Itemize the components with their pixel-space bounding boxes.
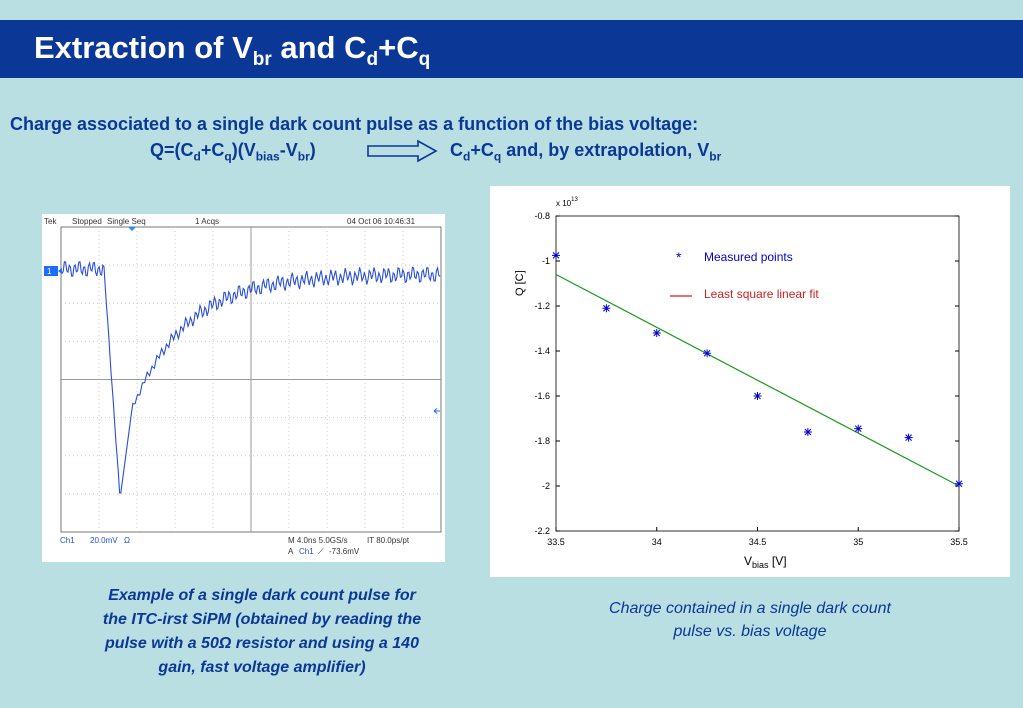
scope-trigger-slope: ⟋ — [318, 547, 324, 556]
scope-caption-line: gain, fast voltage amplifier) — [158, 659, 366, 676]
x-axis-label: Vbias [V] — [744, 554, 787, 570]
y-tick-label: -2 — [542, 481, 550, 491]
y-tick-label: -1.4 — [534, 346, 550, 356]
scope-caption-line: pulse with a 50Ω resistor and using a 14… — [105, 635, 419, 652]
oscilloscope-screenshot: Tek Stopped Single Seq 1 Acqs 04 Oct 06 … — [42, 214, 445, 562]
scope-channel: Ch1 — [60, 536, 75, 545]
y-tick-label: -1.6 — [534, 391, 550, 401]
data-point — [753, 392, 762, 400]
scope-brand: Tek — [44, 217, 57, 226]
trigger-level-icon — [433, 408, 440, 414]
chart-caption-line: pulse vs. bias voltage — [673, 623, 827, 640]
data-point — [703, 349, 712, 358]
charge-vs-bias-chart: 33.5 34 34.5 35 35.5 -0.8 -1 -1.2 -1.4 -1.6 -1.8 -2… — [490, 186, 1010, 577]
data-point — [652, 329, 661, 337]
charge-equation: Q=(Cd+Cq)(Vbias-Vbr) — [150, 140, 316, 164]
scope-ohm: Ω — [124, 536, 130, 545]
data-point — [904, 433, 913, 442]
pulse-waveform — [61, 260, 441, 494]
y-axis-label: Q [C] — [514, 270, 526, 296]
exponent-label: x 1013 — [556, 197, 578, 208]
data-point — [854, 424, 863, 433]
x-tick-label: 34.5 — [749, 537, 767, 547]
scope-grid — [61, 227, 441, 532]
scope-acqs: 1 Acqs — [195, 217, 219, 226]
y-tick-label: -1.2 — [534, 301, 550, 311]
scope-mode: Single Seq — [107, 217, 146, 226]
data-point — [955, 479, 963, 488]
implies-arrow-icon — [367, 139, 438, 163]
scope-timebase: M 4.0ns 5.0GS/s — [288, 536, 348, 545]
scope-vscale: 20.0mV — [90, 536, 118, 545]
title-bar — [0, 20, 1023, 78]
legend-fit-label: Least square linear fit — [704, 287, 819, 301]
scope-date: 04 Oct 06 10:46:31 — [347, 217, 416, 226]
data-point — [552, 251, 560, 260]
extraction-result: Cd+Cq and, by extrapolation, Vbr — [450, 140, 722, 164]
slide-title: Extraction of Vbr and Cd+Cq — [34, 30, 431, 71]
scope-caption-line: Example of a single dark count pulse for — [108, 587, 416, 604]
x-tick-label: 33.5 — [547, 537, 565, 547]
legend-points-marker: * — [676, 249, 682, 265]
scope-status: Stopped — [72, 217, 102, 226]
data-point — [803, 428, 812, 436]
channel-marker-label: 1 — [47, 267, 52, 276]
fit-line — [555, 273, 960, 487]
x-tick-label: 35.5 — [950, 537, 968, 547]
y-tick-label: -1.8 — [534, 436, 550, 446]
scope-sample: IT 80.0ps/pt — [367, 536, 410, 545]
scope-caption-line: the ITC-irst SiPM (obtained by reading t… — [102, 611, 422, 628]
chart-caption: Charge contained in a single dark count … — [560, 597, 940, 643]
data-point — [602, 304, 611, 313]
scope-trigger-level: -73.6mV — [329, 547, 360, 556]
trigger-position-icon — [128, 227, 136, 231]
legend-points-label: Measured points — [704, 250, 793, 264]
y-tick-label: -2.2 — [534, 526, 550, 536]
scope-trigger-a: A — [288, 547, 294, 556]
x-tick-label: 35 — [853, 537, 863, 547]
scope-caption: Example of a single dark count pulse for… — [62, 584, 462, 680]
scope-trigger-ch: Ch1 — [299, 547, 314, 556]
description-line: Charge associated to a single dark count… — [10, 114, 699, 134]
x-tick-label: 34 — [652, 537, 662, 547]
y-tick-label: -1 — [542, 256, 550, 266]
y-tick-label: -0.8 — [534, 211, 550, 221]
channel-marker-icon — [44, 266, 58, 276]
chart-caption-line: Charge contained in a single dark count — [609, 600, 891, 617]
